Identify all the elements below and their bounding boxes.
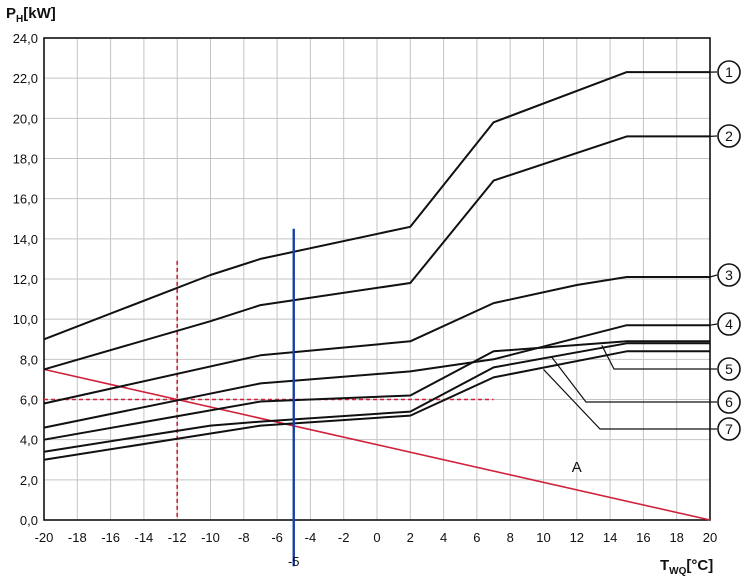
y-axis-label-unit: [kW] [23, 5, 56, 22]
callout-label-4: 4 [725, 316, 733, 332]
x-tick-label: 14 [603, 530, 617, 545]
x-tick-label: 16 [636, 530, 650, 545]
callout-label-7: 7 [725, 421, 733, 437]
x-tick-label: 18 [669, 530, 683, 545]
y-tick-label: 8,0 [20, 352, 38, 367]
series-line-2 [43, 135, 710, 371]
callout-circle-6 [717, 390, 741, 414]
callout-circle-3 [717, 263, 741, 287]
y-tick-label: 22,0 [13, 71, 38, 86]
series-line-1 [43, 71, 710, 341]
x-tick-label: 0 [373, 530, 380, 545]
series-line-4 [43, 324, 710, 429]
callout-circle-5 [717, 357, 741, 381]
load-line [43, 368, 711, 521]
callout-label-5: 5 [725, 361, 733, 377]
y-tick-label: 0,0 [20, 513, 38, 528]
callout-leader-6 [551, 356, 717, 403]
y-axis-label: PH[kW] [6, 5, 56, 25]
callout-label-1: 1 [725, 64, 733, 80]
x-tick-label: 8 [507, 530, 514, 545]
y-tick-label: 6,0 [20, 393, 38, 408]
callout-leader-5 [601, 345, 717, 370]
callout-label-2: 2 [725, 128, 733, 144]
x-axis-label-unit: [°C] [686, 557, 713, 574]
x-tick-label: 4 [440, 530, 447, 545]
x-tick-label: -16 [101, 530, 120, 545]
y-tick-label: 12,0 [13, 272, 38, 287]
y-axis-label-main: P [6, 5, 16, 22]
callout-leader-3 [709, 274, 718, 278]
x-tick-label: -12 [168, 530, 187, 545]
x-axis-label-sub: WQ [669, 566, 686, 577]
callout-label-3: 3 [725, 267, 733, 283]
y-tick-label: 4,0 [20, 433, 38, 448]
y-tick-label: 16,0 [13, 192, 38, 207]
load-line-label: A [572, 459, 582, 476]
marker-line: -5 [288, 228, 300, 569]
marker-line-label: -5 [288, 554, 300, 569]
x-axis-ticks: -20 -18 -16 -14 -12 -10 -8 -6 -4 -2 0 2 4 6 8 10 12 14 16 1… [35, 530, 718, 545]
y-axis-ticks: 0,0 2,0 4,0 6,0 8,0 10,0 12,0 14,0 16,0 18,0 20,0 2… [13, 31, 38, 528]
x-tick-label: -10 [201, 530, 220, 545]
callout-circle-2 [717, 124, 741, 148]
series-line-7 [43, 350, 710, 461]
x-tick-label: 12 [570, 530, 584, 545]
y-axis-label-sub: H [16, 14, 23, 25]
callout-leader-7 [543, 368, 717, 430]
x-tick-label: -8 [238, 530, 250, 545]
y-tick-label: 14,0 [13, 232, 38, 247]
y-tick-label: 2,0 [20, 473, 38, 488]
x-axis-label-main: T [660, 557, 669, 574]
y-tick-label: 20,0 [13, 111, 38, 126]
x-tick-label: 6 [473, 530, 480, 545]
x-tick-label: 20 [703, 530, 717, 545]
plot-frame [43, 37, 711, 521]
series-line-6 [43, 342, 710, 453]
x-tick-label: -4 [305, 530, 317, 545]
x-axis-label: TWQ[°C] [660, 557, 713, 577]
x-tick-label: 10 [536, 530, 550, 545]
series-curves [43, 71, 710, 461]
callout-label-6: 6 [725, 394, 733, 410]
x-tick-label: -2 [338, 530, 350, 545]
series-line-5 [43, 340, 710, 441]
load-line-a: A [43, 368, 711, 521]
reference-lines [44, 260, 494, 520]
curve-callouts: 1 2 3 4 5 6 7 [543, 60, 741, 441]
y-tick-label: 18,0 [13, 152, 38, 167]
x-tick-label: -6 [271, 530, 283, 545]
callout-circle-1 [717, 60, 741, 84]
plot-border [43, 37, 711, 521]
series-line-3 [43, 276, 710, 405]
y-tick-label: 24,0 [13, 31, 38, 46]
y-tick-label: 10,0 [13, 312, 38, 327]
x-tick-label: 2 [407, 530, 414, 545]
x-tick-label: -18 [68, 530, 87, 545]
x-tick-label: -14 [135, 530, 154, 545]
callout-circle-4 [717, 312, 741, 336]
callout-leader-4 [709, 323, 718, 326]
x-tick-label: -20 [35, 530, 54, 545]
callout-circle-7 [717, 417, 741, 441]
